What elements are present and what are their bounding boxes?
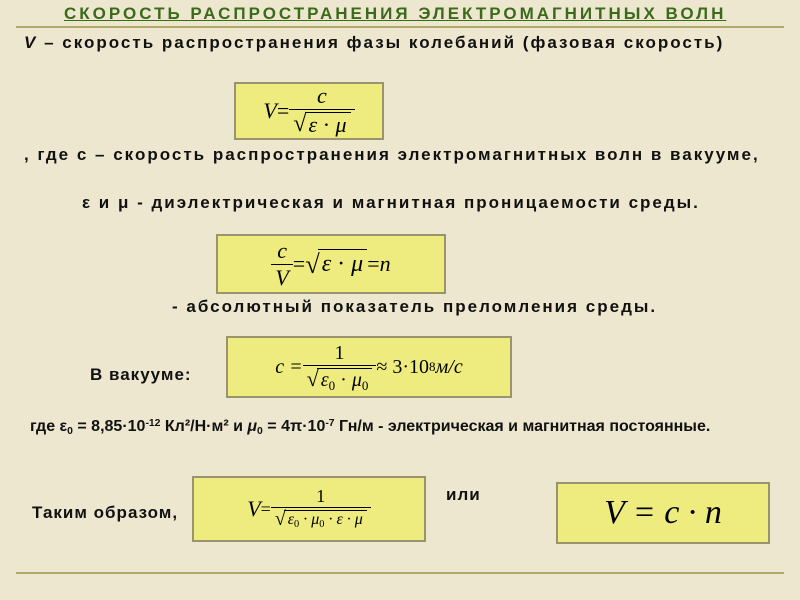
definition-v-text: – скорость распространения фазы колебани…: [37, 33, 724, 52]
f4-lhs: V: [247, 496, 260, 522]
f2-eps: ε: [322, 251, 331, 277]
f4-eq: =: [261, 499, 271, 520]
f1-eps: ε: [309, 112, 318, 137]
f1-num: c: [313, 83, 331, 109]
definition-c: , где с – скорость распространения элект…: [24, 144, 776, 165]
constants-line: где ε0 = 8,85·10-12 Кл²/Н·м² и μ0 = 4π·1…: [30, 416, 776, 439]
const-e-sup: -7: [325, 418, 334, 429]
f3-mu-sub: 0: [362, 377, 369, 392]
formula-v-full: V = 1 √ε0 · μ0 · ε · μ: [192, 476, 426, 542]
symbol-v: V: [24, 33, 37, 52]
const-a: где ε: [30, 418, 67, 435]
f3-approx: ≈ 3·10: [376, 356, 429, 379]
f5-text: V = c · n: [604, 494, 722, 532]
f3-eps: ε: [321, 369, 329, 391]
or-label: или: [446, 484, 481, 505]
formula-phase-velocity: V = c √ε · μ: [234, 82, 384, 140]
f3-dot: ·: [335, 369, 352, 391]
const-b-sup: -12: [145, 418, 160, 429]
vacuum-label: В вакууме:: [90, 364, 192, 385]
f3-unit: м/с: [436, 356, 463, 379]
f3-lhs: c =: [275, 356, 302, 379]
const-f: Гн/м - электрическая и магнитная постоян…: [335, 418, 711, 435]
f4-num: 1: [312, 485, 329, 507]
f3-num: 1: [331, 341, 349, 365]
formula-v-short: V = c · n: [556, 482, 770, 544]
const-c: Кл²/Н·м² и: [160, 418, 247, 435]
const-b: = 8,85·10: [73, 418, 146, 435]
thus-label: Таким образом,: [32, 502, 178, 523]
const-e: = 4π·10: [263, 418, 326, 435]
f1-dot: ·: [317, 112, 335, 137]
definition-v: V – скорость распространения фазы колеба…: [24, 32, 776, 53]
top-rule: [16, 26, 784, 28]
bottom-rule: [16, 572, 784, 574]
definition-n: - абсолютный показатель преломления сред…: [172, 296, 776, 317]
f1-eq: =: [277, 98, 289, 124]
definition-eps-mu: ε и μ - диэлектрическая и магнитная прон…: [82, 192, 776, 213]
f2-mu: μ: [351, 251, 363, 277]
const-mu: μ: [247, 418, 257, 435]
f2-n: n: [380, 251, 391, 277]
slide-title: СКОРОСТЬ РАСПРОСТРАНЕНИЯ ЭЛЕКТРОМАГНИТНЫ…: [60, 4, 730, 24]
formula-speed-of-light: c = 1 √ε0 · μ0 ≈ 3·108 м/с: [226, 336, 512, 398]
f1-mu: μ: [336, 112, 347, 137]
f1-lhs: V: [263, 98, 276, 124]
f2-eq1: =: [293, 251, 305, 277]
f2-eq2: =: [367, 251, 379, 277]
f3-mu: μ: [352, 369, 362, 391]
formula-refraction-index: c V = √ε · μ = n: [216, 234, 446, 294]
f2-num: c: [273, 238, 291, 264]
f2-dot: ·: [331, 251, 351, 277]
f2-den: V: [271, 264, 292, 291]
